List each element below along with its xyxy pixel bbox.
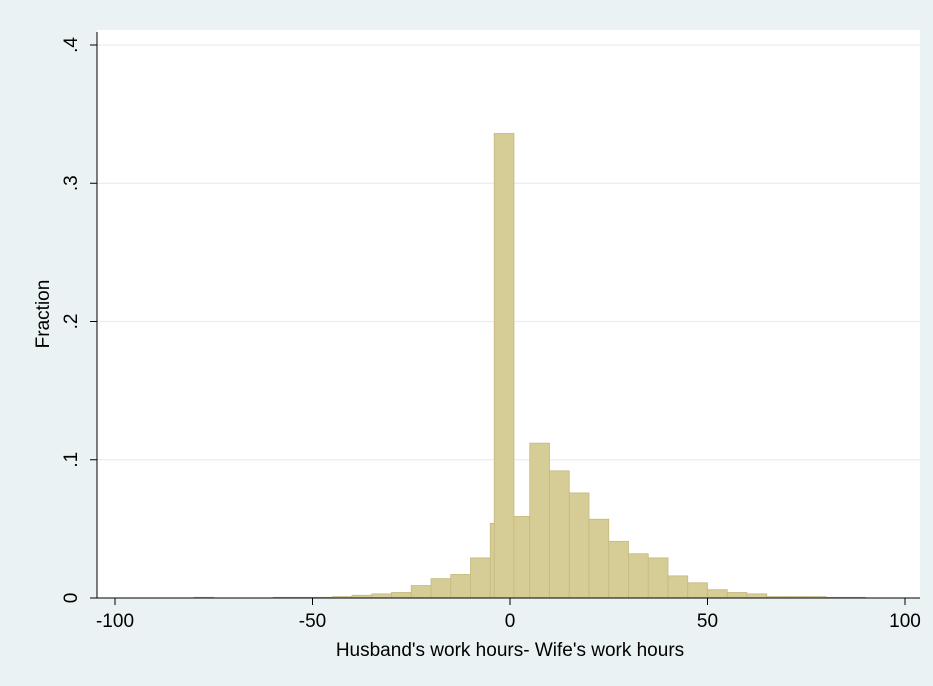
histogram-bar xyxy=(628,553,649,599)
x-tick-label: -100 xyxy=(96,611,134,632)
y-tick-label: .4 xyxy=(61,37,82,53)
histogram-bar xyxy=(687,582,708,599)
y-tick-label: .3 xyxy=(61,175,82,191)
histogram-bar xyxy=(549,470,570,599)
histogram-bar xyxy=(746,593,768,599)
x-axis: -100 -50 0 50 100 xyxy=(96,597,921,632)
x-axis-title: Husband's work hours- Wife's work hours xyxy=(336,640,684,661)
histogram-bar xyxy=(608,540,629,599)
histogram-bar xyxy=(391,592,412,599)
histogram-bar xyxy=(371,593,392,599)
x-tick-label: -50 xyxy=(299,611,326,632)
histogram-bar xyxy=(568,492,590,599)
histogram-bar xyxy=(493,133,515,599)
histogram-bar xyxy=(410,585,432,599)
y-tick-label: .2 xyxy=(61,314,82,330)
x-tick-label: 100 xyxy=(889,611,921,632)
histogram-bar xyxy=(726,592,748,599)
histogram-bar xyxy=(707,589,728,599)
histogram-bar xyxy=(513,516,531,599)
y-tick-label: 0 xyxy=(61,593,82,604)
y-axis: 0 .1 .2 .3 .4 xyxy=(61,32,98,604)
histogram-bar xyxy=(470,557,491,599)
histogram-bar xyxy=(588,518,610,599)
histogram-bar xyxy=(647,557,669,599)
histogram-bar xyxy=(529,442,550,599)
histogram-bars xyxy=(193,133,866,599)
histogram-bar xyxy=(667,575,689,599)
histogram-bar xyxy=(450,574,471,599)
x-tick-label: 50 xyxy=(697,611,718,632)
y-tick-label: .1 xyxy=(61,452,82,468)
histogram-bar xyxy=(430,578,452,599)
x-tick-label: 0 xyxy=(505,611,516,632)
y-axis-title: Fraction xyxy=(33,280,54,349)
